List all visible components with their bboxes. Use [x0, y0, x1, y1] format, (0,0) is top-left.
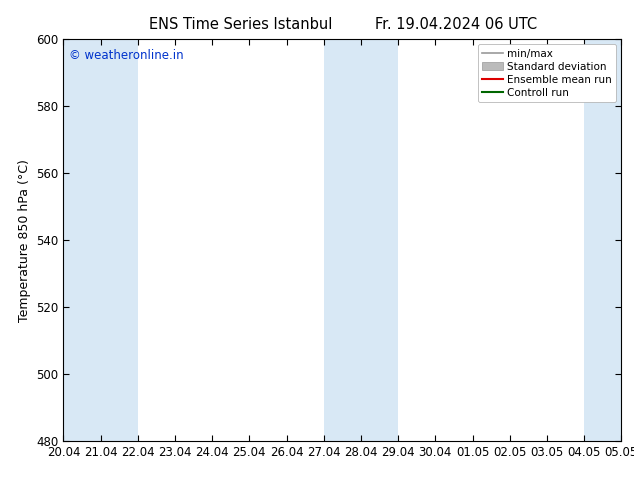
Bar	[584, 39, 621, 441]
Bar	[63, 39, 138, 441]
Bar	[324, 39, 398, 441]
Text: © weatheronline.in: © weatheronline.in	[69, 49, 184, 62]
Y-axis label: Temperature 850 hPa (°C): Temperature 850 hPa (°C)	[18, 159, 30, 321]
Text: Fr. 19.04.2024 06 UTC: Fr. 19.04.2024 06 UTC	[375, 17, 538, 32]
Text: ENS Time Series Istanbul: ENS Time Series Istanbul	[149, 17, 333, 32]
Legend: min/max, Standard deviation, Ensemble mean run, Controll run: min/max, Standard deviation, Ensemble me…	[478, 45, 616, 102]
